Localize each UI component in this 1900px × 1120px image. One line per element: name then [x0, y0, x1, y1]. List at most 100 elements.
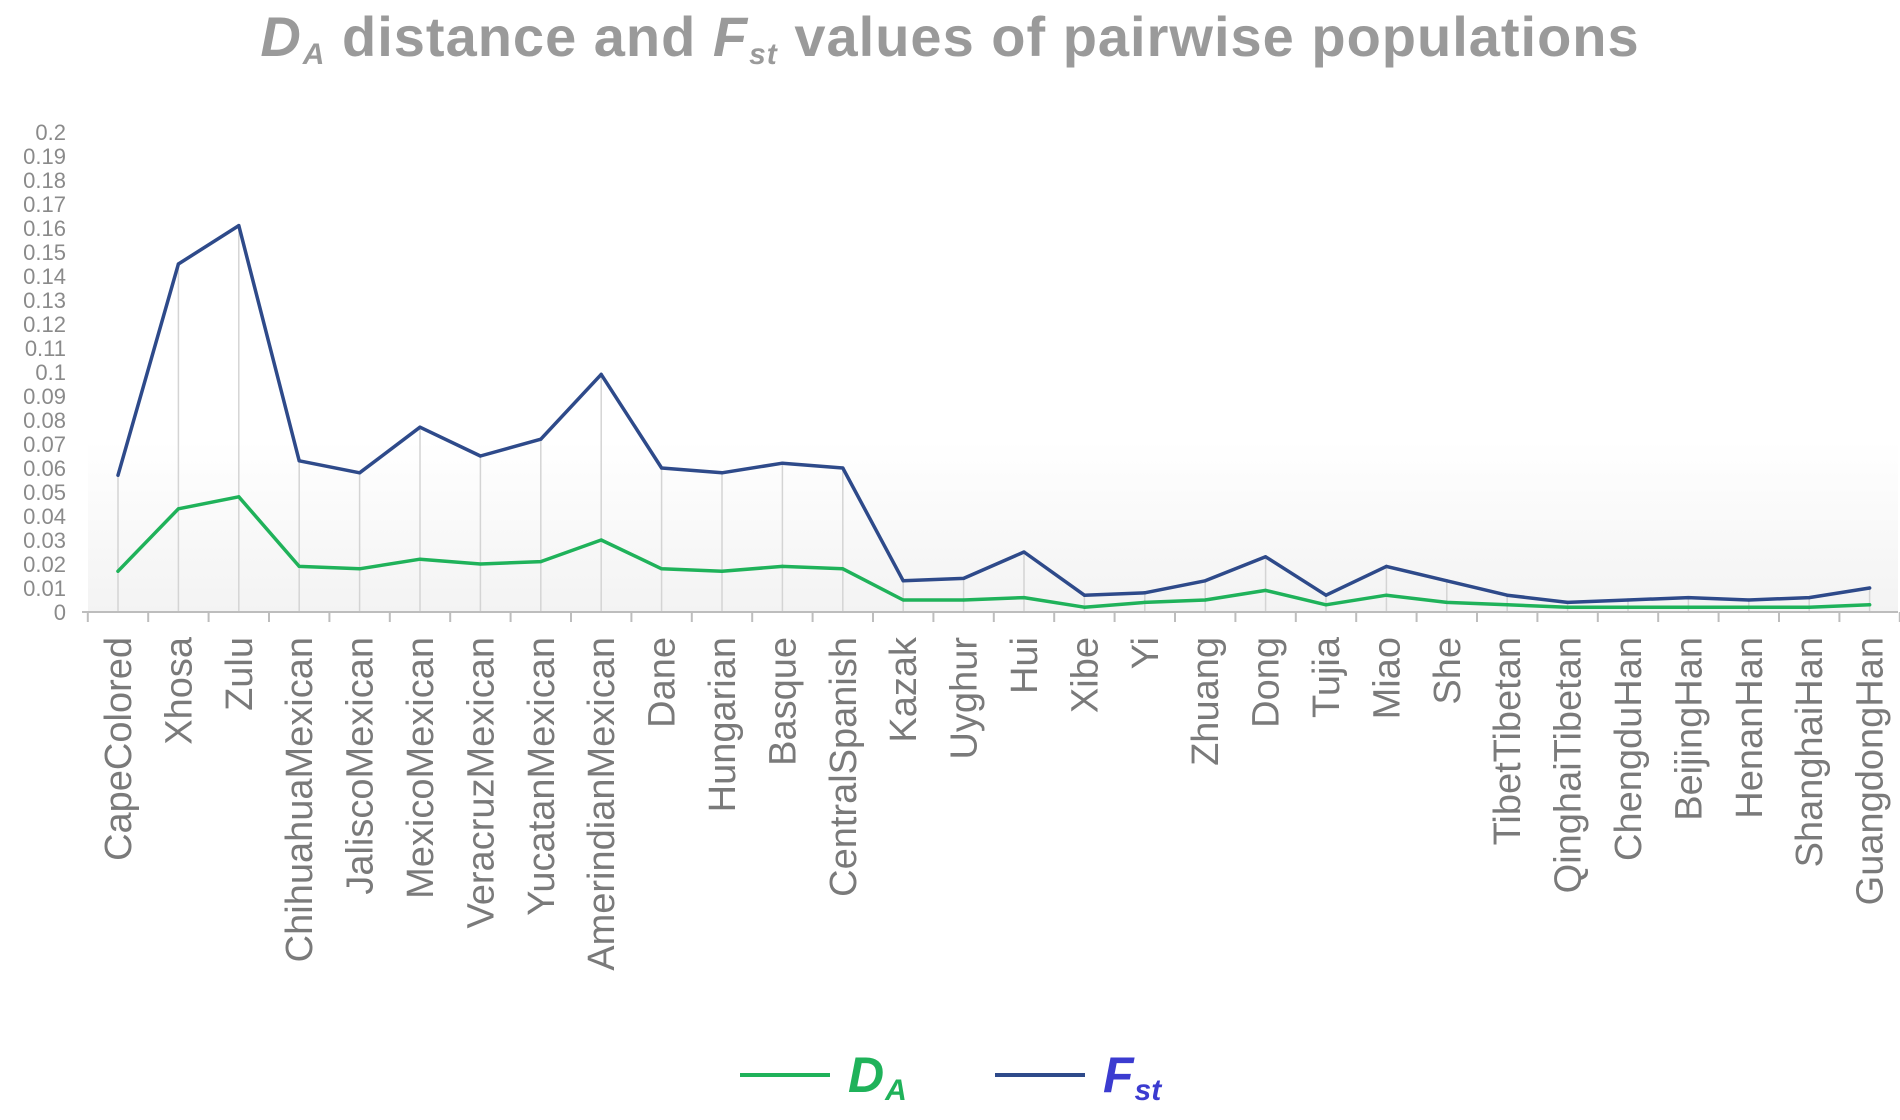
data-point-fst: [1566, 600, 1570, 605]
axes: [82, 611, 1900, 622]
x-tick-label: QinghaiTibetan: [1548, 637, 1590, 893]
legend-label-fst: Fst: [1103, 1046, 1161, 1107]
x-tick-label: Hui: [1004, 637, 1046, 694]
data-point-da: [1264, 588, 1268, 593]
y-tick-label: 0.03: [23, 528, 66, 553]
x-tick-label: Zulu: [219, 637, 261, 711]
title-fst-symbol: Fst: [712, 5, 778, 71]
x-tick-label: Dane: [642, 637, 684, 728]
x-tick-label: TibetTibetan: [1487, 637, 1529, 845]
grid-lines: [117, 225, 1871, 612]
series-line-da: [116, 495, 1872, 609]
legend-swatch-fst: [995, 1073, 1085, 1077]
data-point-da: [176, 507, 180, 511]
y-tick-label: 0.09: [23, 384, 66, 409]
data-point-fst: [780, 461, 785, 465]
data-point-fst: [176, 262, 180, 266]
data-point-fst: [1747, 598, 1751, 602]
data-point-fst: [1264, 555, 1268, 559]
data-point-fst: [1807, 596, 1811, 600]
chart-title: DA distance and Fst values of pairwise p…: [0, 4, 1900, 71]
data-point-da: [237, 495, 241, 499]
data-point-da: [478, 562, 482, 566]
y-tick-label: 0.08: [23, 408, 66, 433]
data-point-da: [1868, 603, 1872, 607]
data-point-fst: [1505, 593, 1509, 597]
data-point-fst: [539, 437, 543, 441]
data-point-fst: [1082, 593, 1086, 597]
data-point-fst: [660, 466, 664, 470]
y-axis-ticks: 00.010.020.030.040.050.060.070.080.090.1…: [23, 120, 66, 625]
title-da-subscript: A: [302, 38, 326, 71]
legend-label-da: DA: [848, 1046, 907, 1107]
data-point-fst: [358, 471, 362, 475]
data-point-fst: [116, 473, 120, 477]
legend-item-da: DA: [740, 1040, 907, 1110]
data-point-fst: [478, 454, 482, 458]
data-point-da: [599, 538, 603, 542]
x-tick-label: CapeColored: [98, 637, 140, 861]
legend-fst-letter: F: [1103, 1047, 1134, 1103]
x-tick-label: She: [1427, 637, 1469, 705]
legend: DA Fst: [0, 1040, 1900, 1110]
data-point-da: [418, 557, 422, 561]
data-point-fst: [1868, 586, 1872, 590]
x-tick-label: Uyghur: [944, 637, 986, 760]
data-point-da: [539, 560, 543, 564]
data-point-da: [962, 598, 966, 602]
legend-da-subscript: A: [885, 1074, 907, 1107]
series-line-fst: [116, 223, 1872, 605]
data-point-da: [1384, 593, 1388, 597]
data-point-fst: [841, 466, 845, 470]
y-tick-label: 0.05: [23, 480, 66, 505]
x-tick-label: Kazak: [883, 636, 925, 743]
legend-swatch-da: [740, 1073, 830, 1077]
x-tick-label: Basque: [762, 637, 804, 766]
data-point-fst: [1626, 598, 1630, 602]
data-point-da: [660, 567, 664, 571]
x-tick-label: BeijingHan: [1668, 637, 1710, 821]
x-tick-label: Xibe: [1064, 637, 1106, 713]
y-tick-label: 0.06: [23, 456, 66, 481]
y-tick-label: 0.02: [23, 552, 66, 577]
x-tick-label: ChihuahuaMexican: [279, 637, 321, 962]
y-tick-label: 0.04: [23, 504, 66, 529]
data-point-da: [780, 564, 785, 569]
title-da-letter: D: [260, 5, 302, 68]
legend-item-fst: Fst: [995, 1040, 1161, 1110]
title-fst-letter: F: [712, 5, 749, 68]
x-tick-label: AmerindianMexican: [581, 637, 623, 971]
x-tick-label: YucatanMexican: [521, 637, 563, 916]
data-point-fst: [720, 471, 724, 475]
x-tick-label: Yi: [1125, 637, 1167, 669]
y-tick-label: 0.14: [23, 264, 66, 289]
data-point-da: [1203, 598, 1207, 602]
x-tick-label: MexicoMexican: [400, 637, 442, 899]
data-point-fst: [1143, 591, 1147, 595]
title-fst-subscript: st: [749, 38, 778, 71]
y-tick-label: 0.07: [23, 432, 66, 457]
y-tick-label: 0.01: [23, 576, 66, 601]
data-point-da: [1445, 600, 1449, 605]
y-tick-label: 0: [54, 600, 66, 625]
title-end-text: values of pairwise populations: [794, 5, 1640, 68]
plot-background: [88, 440, 1898, 612]
data-point-fst: [599, 372, 603, 376]
x-tick-label: GuangdongHan: [1850, 637, 1892, 905]
data-point-da: [1022, 596, 1026, 600]
x-tick-label: Hungarian: [702, 637, 744, 812]
y-tick-label: 0.18: [23, 168, 66, 193]
data-point-fst: [1022, 550, 1026, 554]
x-tick-label: Xhosa: [158, 636, 200, 745]
series-layer: [116, 223, 1872, 609]
data-point-da: [841, 567, 845, 571]
data-point-da: [1626, 605, 1630, 609]
y-tick-label: 0.13: [23, 288, 66, 313]
legend-da-letter: D: [848, 1047, 885, 1103]
y-tick-label: 0.1: [35, 360, 66, 385]
x-tick-label: VeracruzMexican: [460, 637, 502, 928]
x-tick-label: Zhuang: [1185, 637, 1227, 766]
title-middle-text: distance and: [342, 5, 697, 68]
data-point-fst: [901, 579, 905, 583]
